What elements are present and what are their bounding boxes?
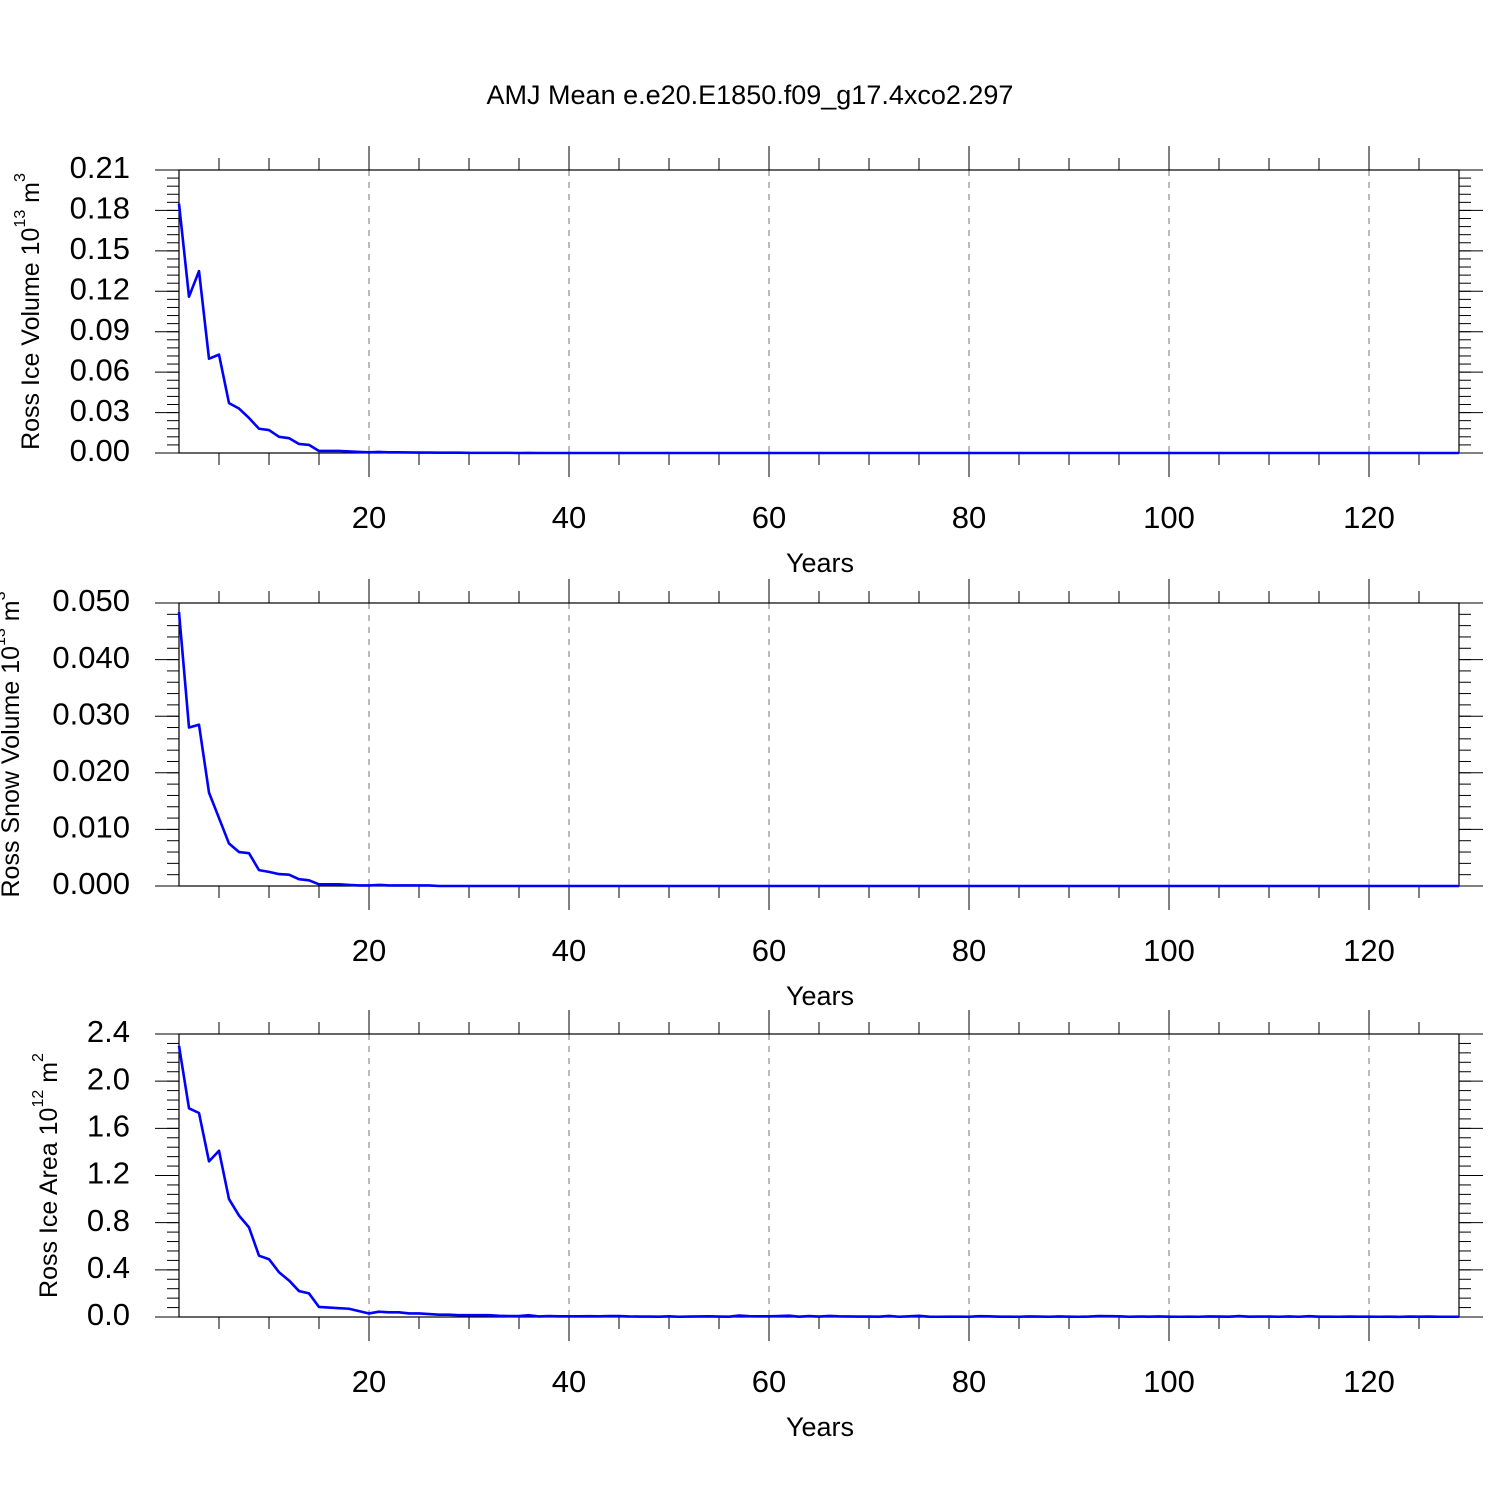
y-tick-label: 2.4 [87,1014,130,1049]
y-axis-title-part: Ross Ice Area 10 [35,1108,63,1298]
y-tick-label: 1.6 [87,1109,130,1144]
y-tick-label: 0.8 [87,1203,130,1238]
data-line [177,611,1459,888]
x-tick-label: 80 [952,1364,986,1399]
x-tick-label: 120 [1343,1364,1395,1399]
y-axis-title-exponent: 12 [30,1090,47,1108]
x-tick-label: 40 [552,933,586,968]
y-axis-title-exponent: 13 [0,628,9,646]
y-tick-label: 0.040 [52,640,130,675]
y-axis-title: Ross Ice Volume 1013 m3 [12,173,44,450]
y-axis-title-exponent: 3 [12,173,29,182]
x-tick-label: 100 [1143,1364,1195,1399]
x-tick-label: 60 [752,500,786,535]
y-axis-title-exponent: 3 [0,591,9,600]
x-tick-label: 20 [352,1364,386,1399]
x-tick-label: 100 [1143,933,1195,968]
y-axis-title-part: m [17,182,45,210]
x-tick-label: 20 [352,500,386,535]
x-tick-label: 40 [552,500,586,535]
x-tick-label: 60 [752,933,786,968]
y-tick-label: 0.15 [70,231,130,266]
data-line [177,1045,1459,1319]
y-axis-title-part: m [0,600,25,628]
y-tick-label: 0.06 [70,352,130,387]
data-line [177,203,1459,455]
y-axis-title-exponent: 2 [30,1053,47,1062]
y-tick-label: 0.03 [70,393,130,428]
x-axis-title: Years [786,1412,854,1442]
y-tick-label: 0.050 [52,583,130,618]
x-tick-label: 120 [1343,933,1395,968]
y-tick-label: 0.21 [70,150,130,185]
x-tick-label: 100 [1143,500,1195,535]
x-tick-label: 120 [1343,500,1395,535]
y-axis-title: Ross Ice Area 1012 m2 [30,1053,62,1298]
y-tick-label: 0.00 [70,433,130,468]
y-axis-title: Ross Snow Volume 1013 m3 [0,591,25,897]
y-axis-title-part: m [35,1062,63,1090]
y-tick-label: 0.000 [52,866,130,901]
y-axis-title-part: Ross Ice Volume 10 [17,228,45,450]
x-tick-label: 40 [552,1364,586,1399]
y-tick-label: 0.030 [52,696,130,731]
x-axis-title: Years [786,548,854,578]
y-tick-label: 2.0 [87,1061,130,1096]
y-tick-label: 1.2 [87,1156,130,1191]
y-tick-label: 0.12 [70,271,130,306]
y-tick-label: 0.010 [52,810,130,845]
figure-title: AMJ Mean e.e20.E1850.f09_g17.4xco2.297 [487,80,1014,110]
x-tick-label: 80 [952,500,986,535]
x-tick-label: 80 [952,933,986,968]
x-axis-title: Years [786,981,854,1011]
y-tick-label: 0.09 [70,312,130,347]
y-tick-label: 0.4 [87,1250,130,1285]
x-tick-label: 20 [352,933,386,968]
x-tick-label: 60 [752,1364,786,1399]
y-tick-label: 0.020 [52,753,130,788]
y-tick-label: 0.0 [87,1297,130,1332]
y-tick-label: 0.18 [70,191,130,226]
y-axis-title-part: Ross Snow Volume 10 [0,646,25,898]
y-axis-title-exponent: 13 [12,210,29,228]
